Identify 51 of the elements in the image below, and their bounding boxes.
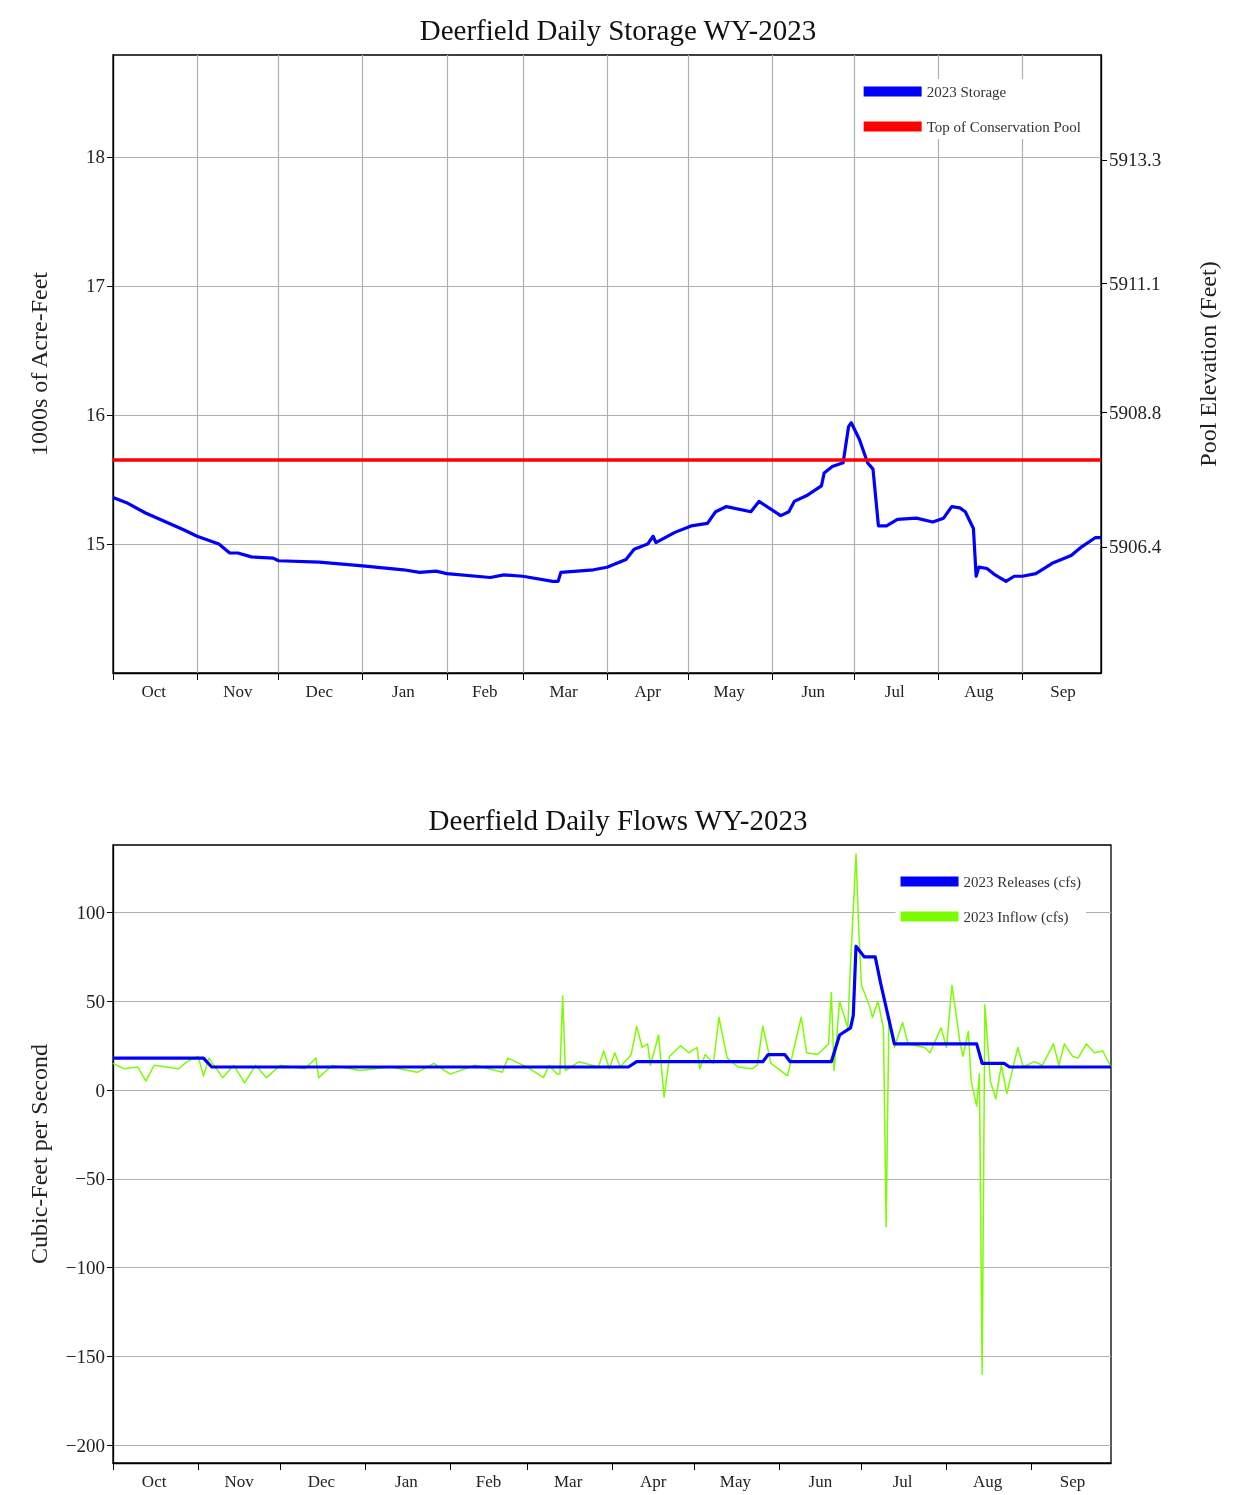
x-tick-label: May <box>713 682 746 701</box>
y2-tick-label: 5911.1 <box>1109 272 1161 294</box>
x-tick-label: Aug <box>972 1472 1003 1491</box>
y-tick-label: 17 <box>86 275 105 297</box>
chart-title: Deerfield Daily Flows WY-2023 <box>428 803 808 836</box>
x-tick-label: May <box>719 1472 752 1491</box>
x-tick-label: Apr <box>639 1472 667 1491</box>
y-tick-label: 50 <box>86 990 105 1012</box>
legend-label: 2023 Releases (cfs) <box>963 873 1082 891</box>
chart-title: Deerfield Daily Storage WY-2023 <box>419 13 817 46</box>
line-series <box>111 421 1103 583</box>
x-tick-label: Feb <box>472 682 498 701</box>
x-tick-label: Nov <box>224 1472 255 1491</box>
y2-tick-label: 5908.8 <box>1109 401 1162 423</box>
y2-axis-title: Pool Elevation (Feet) <box>1195 261 1221 467</box>
y-tick-label: −100 <box>65 1257 105 1279</box>
x-tick-label: Jul <box>892 1472 913 1491</box>
legend-label: 2023 Storage <box>926 83 1007 100</box>
line-series <box>112 853 1112 1375</box>
y-tick-label: 100 <box>76 901 105 923</box>
x-tick-label: Sep <box>1050 682 1076 701</box>
line-series <box>111 944 1113 1069</box>
y2-tick-label: 5906.4 <box>1109 536 1162 558</box>
x-tick-label: Dec <box>305 682 334 701</box>
x-tick-label: Jan <box>395 1472 419 1491</box>
y-tick-label: 15 <box>86 533 105 555</box>
y-axis-title: 1000s of Acre-Feet <box>26 271 52 456</box>
x-tick-label: Feb <box>475 1472 502 1491</box>
y-tick-label: −50 <box>75 1168 105 1190</box>
y-tick-label: −150 <box>65 1345 105 1367</box>
y-tick-label: 0 <box>95 1079 105 1101</box>
x-tick-label: Oct <box>141 682 167 701</box>
y2-tick-label: 5913.3 <box>1109 149 1162 171</box>
y-tick-label: 18 <box>86 146 105 168</box>
x-tick-label: Jun <box>801 682 826 701</box>
x-tick-label: Jan <box>392 682 416 701</box>
x-tick-label: Sep <box>1059 1472 1086 1491</box>
x-tick-label: Apr <box>634 682 662 701</box>
x-tick-label: Jun <box>808 1472 833 1491</box>
y-tick-label: 16 <box>86 404 105 426</box>
x-tick-label: Dec <box>307 1472 336 1491</box>
legend-label: Top of Conservation Pool <box>926 118 1081 135</box>
x-tick-label: Nov <box>223 682 253 701</box>
x-tick-label: Mar <box>549 682 579 701</box>
x-tick-label: Mar <box>553 1472 583 1491</box>
x-tick-label: Jul <box>884 682 905 701</box>
y-tick-label: −200 <box>65 1434 105 1456</box>
x-tick-label: Oct <box>141 1472 167 1491</box>
x-tick-label: Aug <box>964 682 994 701</box>
y-axis-title: Cubic-Feet per Second <box>26 1044 52 1264</box>
legend-label: 2023 Inflow (cfs) <box>963 908 1069 926</box>
